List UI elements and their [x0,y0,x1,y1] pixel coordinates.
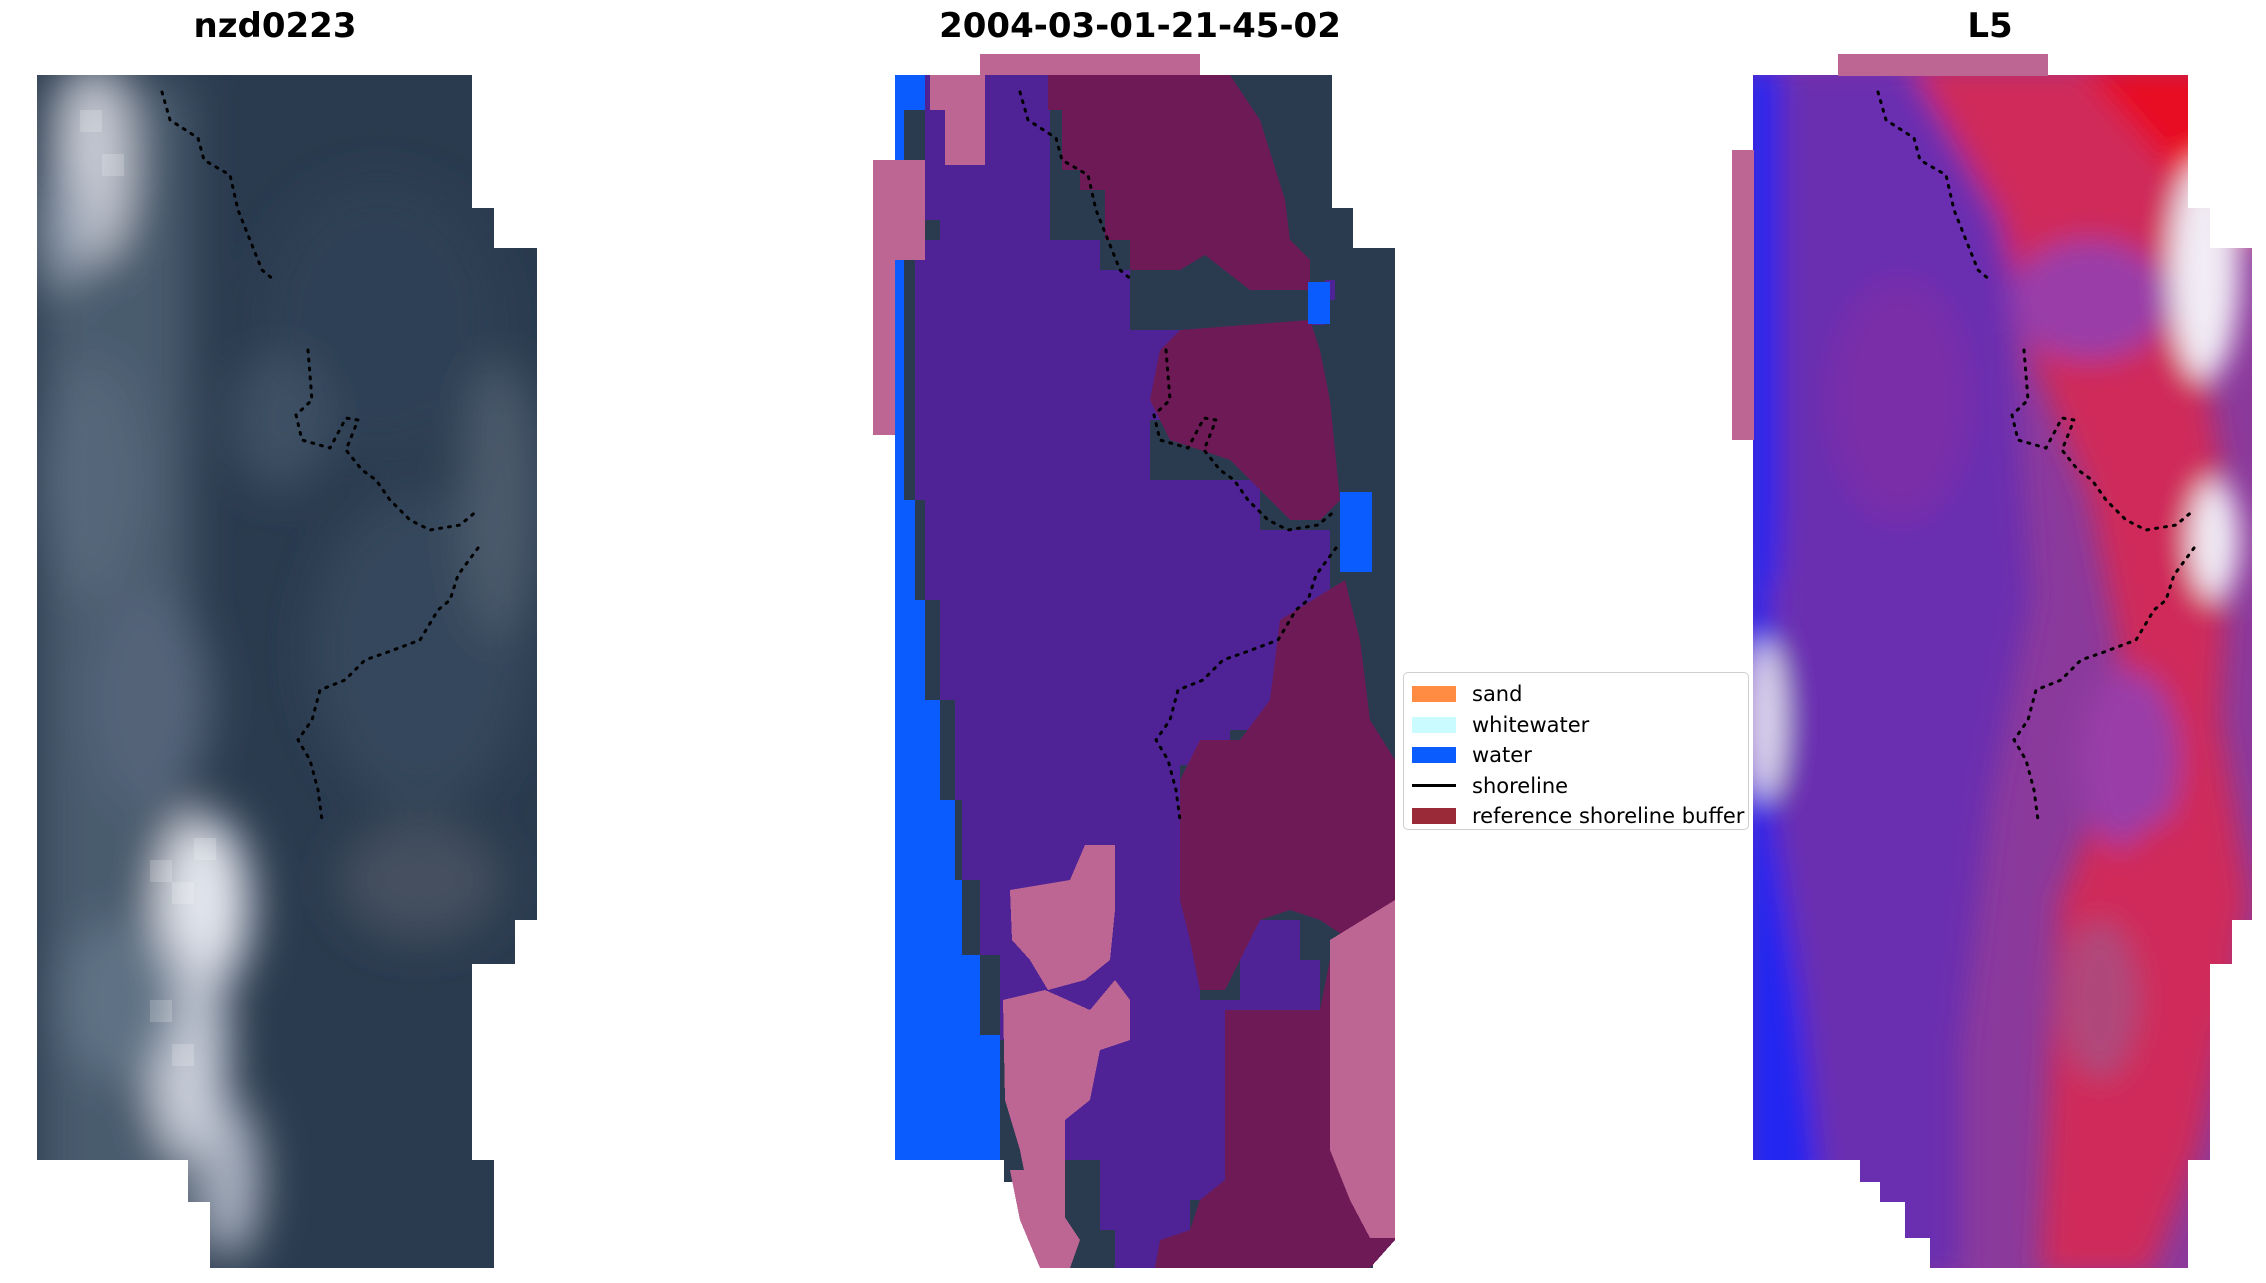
rgb-image-panel [37,75,537,1268]
index-fringe [1732,54,2048,440]
pink-region [1010,1170,1080,1268]
water-region [895,75,1000,1160]
pink-region [930,75,985,165]
water-region [1308,282,1330,324]
legend-item-shoreline: shoreline [1412,771,1740,802]
legend-item-water: water [1412,740,1740,771]
rgb-image-pixels [80,110,216,1066]
pink-region [895,160,925,260]
legend-label: shoreline [1472,773,1569,798]
left-panel-title: nzd0223 [193,6,357,46]
buffer-region [1150,320,1340,520]
pink-region [980,54,1200,76]
buffer-swatch [1412,808,1456,825]
right-panel-title: L5 [1967,6,2013,46]
middle-panel-title: 2004-03-01-21-45-02 [939,6,1341,46]
buffer-region [1180,580,1395,990]
shoreline-middle [1018,90,1338,822]
shoreline-left [160,90,480,822]
rgb-image-texture [37,75,537,1260]
water-swatch [1412,747,1456,764]
legend-label: sand [1472,682,1523,707]
shoreline-swatch [1412,784,1456,788]
water-region [1340,492,1372,572]
legend-item-sand: sand [1412,679,1740,710]
sand-swatch [1412,686,1456,703]
index-panel [1753,75,2252,1268]
legend-label: whitewater [1472,712,1590,737]
pink-region [873,160,895,435]
pink-region [1010,845,1115,990]
legend-label: water [1472,743,1532,768]
shoreline-right [1876,90,2196,822]
whitewater-swatch [1412,716,1456,733]
legend-label: reference shoreline buffer [1472,804,1745,829]
legend-item-reference-buffer: reference shoreline buffer [1412,801,1744,832]
classification-layers [873,54,1395,1268]
legend-item-whitewater: whitewater [1412,710,1740,741]
pink-region [1330,900,1395,1238]
purple-region [915,75,1335,1268]
buffer-region [1048,75,1310,290]
legend: sand whitewater water shoreline referenc… [1403,672,1749,830]
